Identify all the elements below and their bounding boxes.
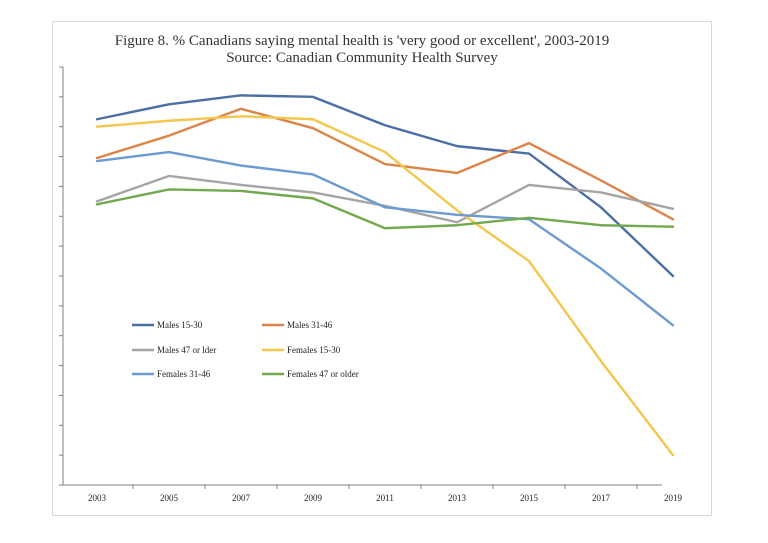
x-tick-label: 2005: [160, 493, 179, 503]
legend-label: Females 47 or older: [287, 369, 359, 379]
legend-label: Males 47 or lder: [157, 345, 216, 355]
chart-title: Figure 8. % Canadians saying mental heal…: [115, 33, 609, 49]
legend: Males 15-30 Males 31-46 Males 47 or lder Fe…: [132, 320, 359, 379]
x-tick-label: 2019: [664, 493, 683, 503]
x-tick-label: 2011: [376, 493, 394, 503]
legend-label: Males 15-30: [157, 320, 203, 330]
x-tick-label: 2007: [232, 493, 251, 503]
series-line: [95, 115, 675, 457]
chart-subtitle: Source: Canadian Community Health Survey: [226, 50, 498, 66]
x-tick-label: 2003: [88, 493, 107, 503]
x-tick-label: 2015: [520, 493, 539, 503]
x-tick-label: 2009: [304, 493, 323, 503]
series-layer: [95, 94, 675, 457]
legend-label: Females 31-46: [157, 369, 211, 379]
series-line: [95, 174, 675, 224]
chart-frame: Figure 8. % Canadians saying mental heal…: [52, 21, 712, 516]
legend-label: Females 15-30: [287, 345, 341, 355]
axes: 5254565860626466687072747678802003200520…: [59, 66, 683, 503]
series-line: [95, 94, 675, 278]
x-tick-label: 2013: [448, 493, 467, 503]
line-chart: Figure 8. % Canadians saying mental heal…: [59, 33, 683, 503]
x-tick-label: 2017: [592, 493, 611, 503]
legend-label: Males 31-46: [287, 320, 333, 330]
